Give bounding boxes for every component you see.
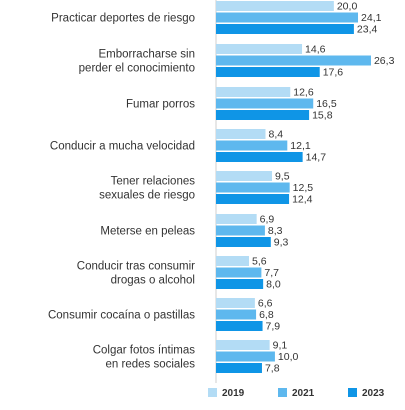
bar-2021 [216, 140, 288, 151]
data-label: 8,4 [269, 129, 284, 141]
bar-2023 [216, 321, 263, 331]
bar-2021 [216, 55, 371, 66]
bar-2023 [216, 363, 262, 373]
data-label: 7,8 [265, 363, 280, 375]
category-label: Consumir cocaína o pastillas [48, 310, 195, 322]
bar-2023 [216, 24, 354, 34]
bar-2019 [216, 214, 257, 224]
bar-2023 [216, 67, 320, 77]
data-label: 5,6 [252, 256, 267, 268]
legend-swatch-2023 [348, 388, 357, 397]
category-label: en redes sociales [106, 359, 196, 371]
data-label: 23,4 [357, 24, 378, 36]
bar-2019 [216, 256, 249, 266]
data-label: 20,0 [337, 1, 358, 13]
bar-2023 [216, 152, 303, 162]
data-label: 12,1 [290, 140, 311, 152]
legend-label: 2023 [362, 388, 385, 399]
data-label: 8,3 [268, 225, 283, 237]
category-label: Conducir tras consumir [77, 261, 195, 273]
data-label: 17,6 [323, 67, 344, 79]
bar-2021 [216, 351, 275, 362]
bar-2021 [216, 12, 359, 23]
data-label: 12,6 [293, 87, 314, 99]
data-label: 9,5 [275, 171, 290, 183]
data-label: 9,1 [273, 340, 288, 352]
legend-swatch-2021 [278, 388, 287, 397]
category-label: sexuales de riesgo [99, 190, 195, 202]
category-label: Conducir a mucha velocidad [50, 141, 195, 153]
category-label: Emborracharse sin [98, 49, 195, 61]
data-label: 6,8 [259, 309, 274, 321]
category-label: perder el conocimiento [79, 63, 195, 75]
bar-2019 [216, 87, 291, 97]
category-label: Meterse en peleas [100, 226, 195, 238]
data-label: 16,5 [316, 98, 337, 110]
legend-label: 2021 [292, 388, 315, 399]
data-label: 14,6 [305, 44, 326, 56]
data-label: 8,0 [266, 279, 281, 291]
legend-label: 2019 [222, 388, 245, 399]
bar-2019 [216, 171, 272, 181]
bar-2021 [216, 182, 290, 193]
legend-swatch-2019 [208, 388, 217, 397]
bar-2023 [216, 110, 310, 120]
bar-2019 [216, 340, 270, 350]
bar-2023 [216, 279, 264, 289]
bar-2021 [216, 267, 262, 278]
bar-2019 [216, 44, 303, 54]
data-label: 7,7 [264, 267, 279, 279]
data-label: 7,9 [266, 321, 281, 333]
category-label: Tener relaciones [111, 176, 196, 188]
bar-2021 [216, 225, 265, 236]
bar-2023 [216, 194, 290, 204]
bar-2021 [216, 98, 314, 109]
bar-2023 [216, 237, 271, 247]
data-label: 9,3 [274, 237, 289, 249]
data-label: 12,5 [293, 182, 314, 194]
category-label: Fumar porros [126, 99, 195, 111]
bar-2019 [216, 1, 334, 11]
data-label: 26,3 [374, 55, 395, 67]
data-label: 6,9 [260, 214, 275, 226]
data-label: 12,4 [292, 194, 313, 206]
bar-2021 [216, 309, 257, 320]
category-label: Colgar fotos íntimas [93, 345, 196, 357]
data-label: 6,6 [258, 298, 273, 310]
data-label: 10,0 [278, 351, 299, 363]
data-label: 15,8 [312, 110, 333, 122]
category-label: drogas o alcohol [111, 275, 195, 287]
data-label: 14,7 [306, 152, 327, 164]
category-label: Practicar deportes de riesgo [51, 13, 195, 25]
bar-2019 [216, 129, 266, 139]
bar-2019 [216, 298, 255, 308]
data-label: 24,1 [361, 12, 382, 24]
